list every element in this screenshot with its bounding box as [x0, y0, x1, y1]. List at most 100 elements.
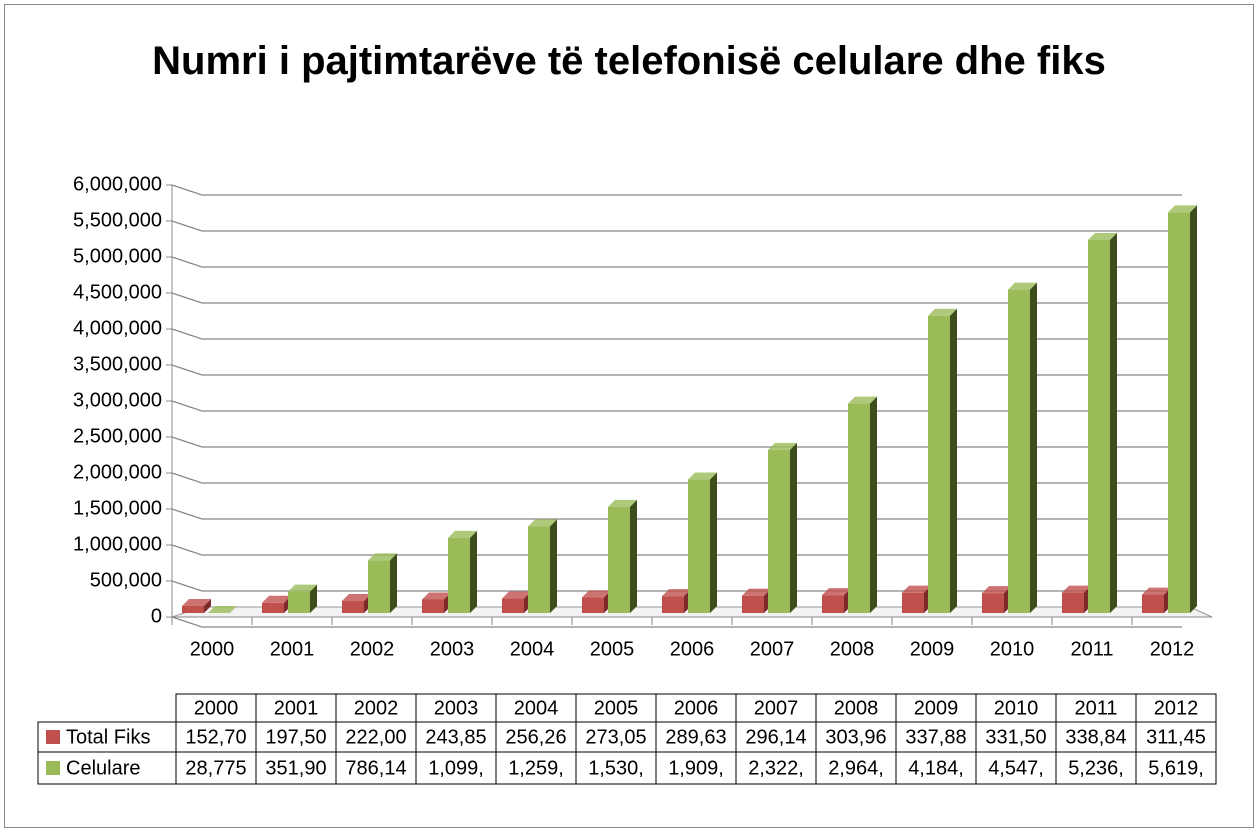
grid-line — [171, 364, 1182, 376]
table-cell: 337,88 — [905, 726, 966, 748]
bar — [448, 537, 470, 613]
bar-side — [470, 530, 477, 613]
bar-top — [182, 599, 211, 607]
bar-side — [390, 553, 397, 613]
table-header-cell: 2005 — [594, 697, 639, 719]
bar — [822, 595, 844, 613]
table-header-cell: 2002 — [354, 697, 399, 719]
bar-top — [742, 588, 771, 596]
bar — [502, 598, 524, 613]
bar-side — [630, 499, 637, 613]
grid-line — [171, 256, 1182, 268]
table-cell: 2,964, — [828, 757, 884, 779]
bar-top — [262, 595, 291, 603]
y-tick-label: 4,000,000 — [73, 317, 162, 339]
y-tick-label: 3,000,000 — [73, 389, 162, 411]
bar-top — [902, 585, 931, 593]
bar-top — [1062, 585, 1091, 593]
table-header-cell: 2007 — [754, 697, 799, 719]
x-tick-label: 2001 — [270, 638, 315, 660]
bar-top — [1168, 205, 1197, 213]
y-tick-label: 5,000,000 — [73, 245, 162, 267]
bar-top — [448, 530, 477, 538]
table-cell: 4,184, — [908, 757, 964, 779]
x-tick-label: 2004 — [510, 638, 555, 660]
legend-swatch — [46, 761, 60, 775]
table-cell: 1,909, — [668, 757, 724, 779]
table-header-cell: 2012 — [1154, 697, 1199, 719]
legend-label: Celulare — [66, 757, 140, 779]
bar-top — [848, 396, 877, 404]
grid-line — [171, 220, 1182, 232]
bar — [528, 526, 550, 613]
bar — [1088, 240, 1110, 613]
table-cell: 338,84 — [1065, 726, 1126, 748]
y-tick-label: 3,500,000 — [73, 353, 162, 375]
table-cell: 303,96 — [825, 726, 886, 748]
bar — [688, 479, 710, 613]
table-header-cell: 2008 — [834, 697, 879, 719]
bar — [288, 591, 310, 613]
bar-top — [768, 442, 797, 450]
y-tick-label: 2,000,000 — [73, 461, 162, 483]
y-tick-label: 6,000,000 — [73, 173, 162, 195]
bar — [848, 403, 870, 613]
x-tick-label: 2006 — [670, 638, 715, 660]
bar — [1008, 289, 1030, 613]
bar-top — [608, 499, 637, 507]
table-cell: 1,530, — [588, 757, 644, 779]
table-cell: 273,05 — [585, 726, 646, 748]
table-header-cell: 2000 — [194, 697, 239, 719]
table-cell: 222,00 — [345, 726, 406, 748]
table-cell: 243,85 — [425, 726, 486, 748]
table-header-cell: 2006 — [674, 697, 719, 719]
grid-line — [171, 292, 1182, 304]
bar — [902, 592, 924, 613]
bar-top — [368, 553, 397, 561]
bar-top — [982, 586, 1011, 594]
bar — [742, 595, 764, 613]
bar — [662, 596, 684, 613]
bar-top — [662, 589, 691, 597]
bar-side — [950, 308, 957, 613]
x-tick-label: 2011 — [1070, 638, 1113, 660]
x-tick-label: 2008 — [830, 638, 875, 660]
y-tick-label: 2,500,000 — [73, 425, 162, 447]
chart-title: Numri i pajtimtarëve të telefonisë celul… — [152, 39, 1106, 83]
bar — [1168, 212, 1190, 613]
table-cell: 256,26 — [505, 726, 566, 748]
table-header-cell: 2009 — [914, 697, 959, 719]
bar — [1062, 592, 1084, 613]
x-tick-label: 2012 — [1150, 638, 1195, 660]
bar-side — [710, 472, 717, 613]
table-cell: 28,775 — [185, 757, 246, 779]
x-tick-label: 2010 — [990, 638, 1035, 660]
grid-line — [171, 184, 1182, 196]
bar-top — [1008, 282, 1037, 290]
table-cell: 351,90 — [265, 757, 326, 779]
x-tick-label: 2000 — [190, 638, 235, 660]
table-cell: 4,547, — [988, 757, 1044, 779]
y-tick-label: 1,500,000 — [73, 497, 162, 519]
table-cell: 311,45 — [1146, 726, 1206, 748]
table-cell: 197,50 — [265, 726, 326, 748]
bar-side — [1190, 205, 1197, 613]
bar-side — [870, 396, 877, 613]
table-header-cell: 2001 — [274, 697, 319, 719]
bar-top — [528, 519, 557, 527]
chart-border — [4, 4, 1254, 828]
y-tick-label: 1,000,000 — [73, 533, 162, 555]
x-tick-label: 2002 — [350, 638, 395, 660]
bar — [982, 593, 1004, 613]
bar-top — [342, 594, 371, 602]
bar — [1142, 594, 1164, 613]
bar-top — [1088, 233, 1117, 241]
table-header-cell: 2003 — [434, 697, 479, 719]
table-header-cell: 2004 — [514, 697, 559, 719]
bar-side — [1030, 282, 1037, 613]
table-cell: 1,099, — [428, 757, 484, 779]
bar-top — [502, 591, 531, 599]
table-cell: 2,322, — [748, 757, 804, 779]
x-tick-label: 2003 — [430, 638, 475, 660]
